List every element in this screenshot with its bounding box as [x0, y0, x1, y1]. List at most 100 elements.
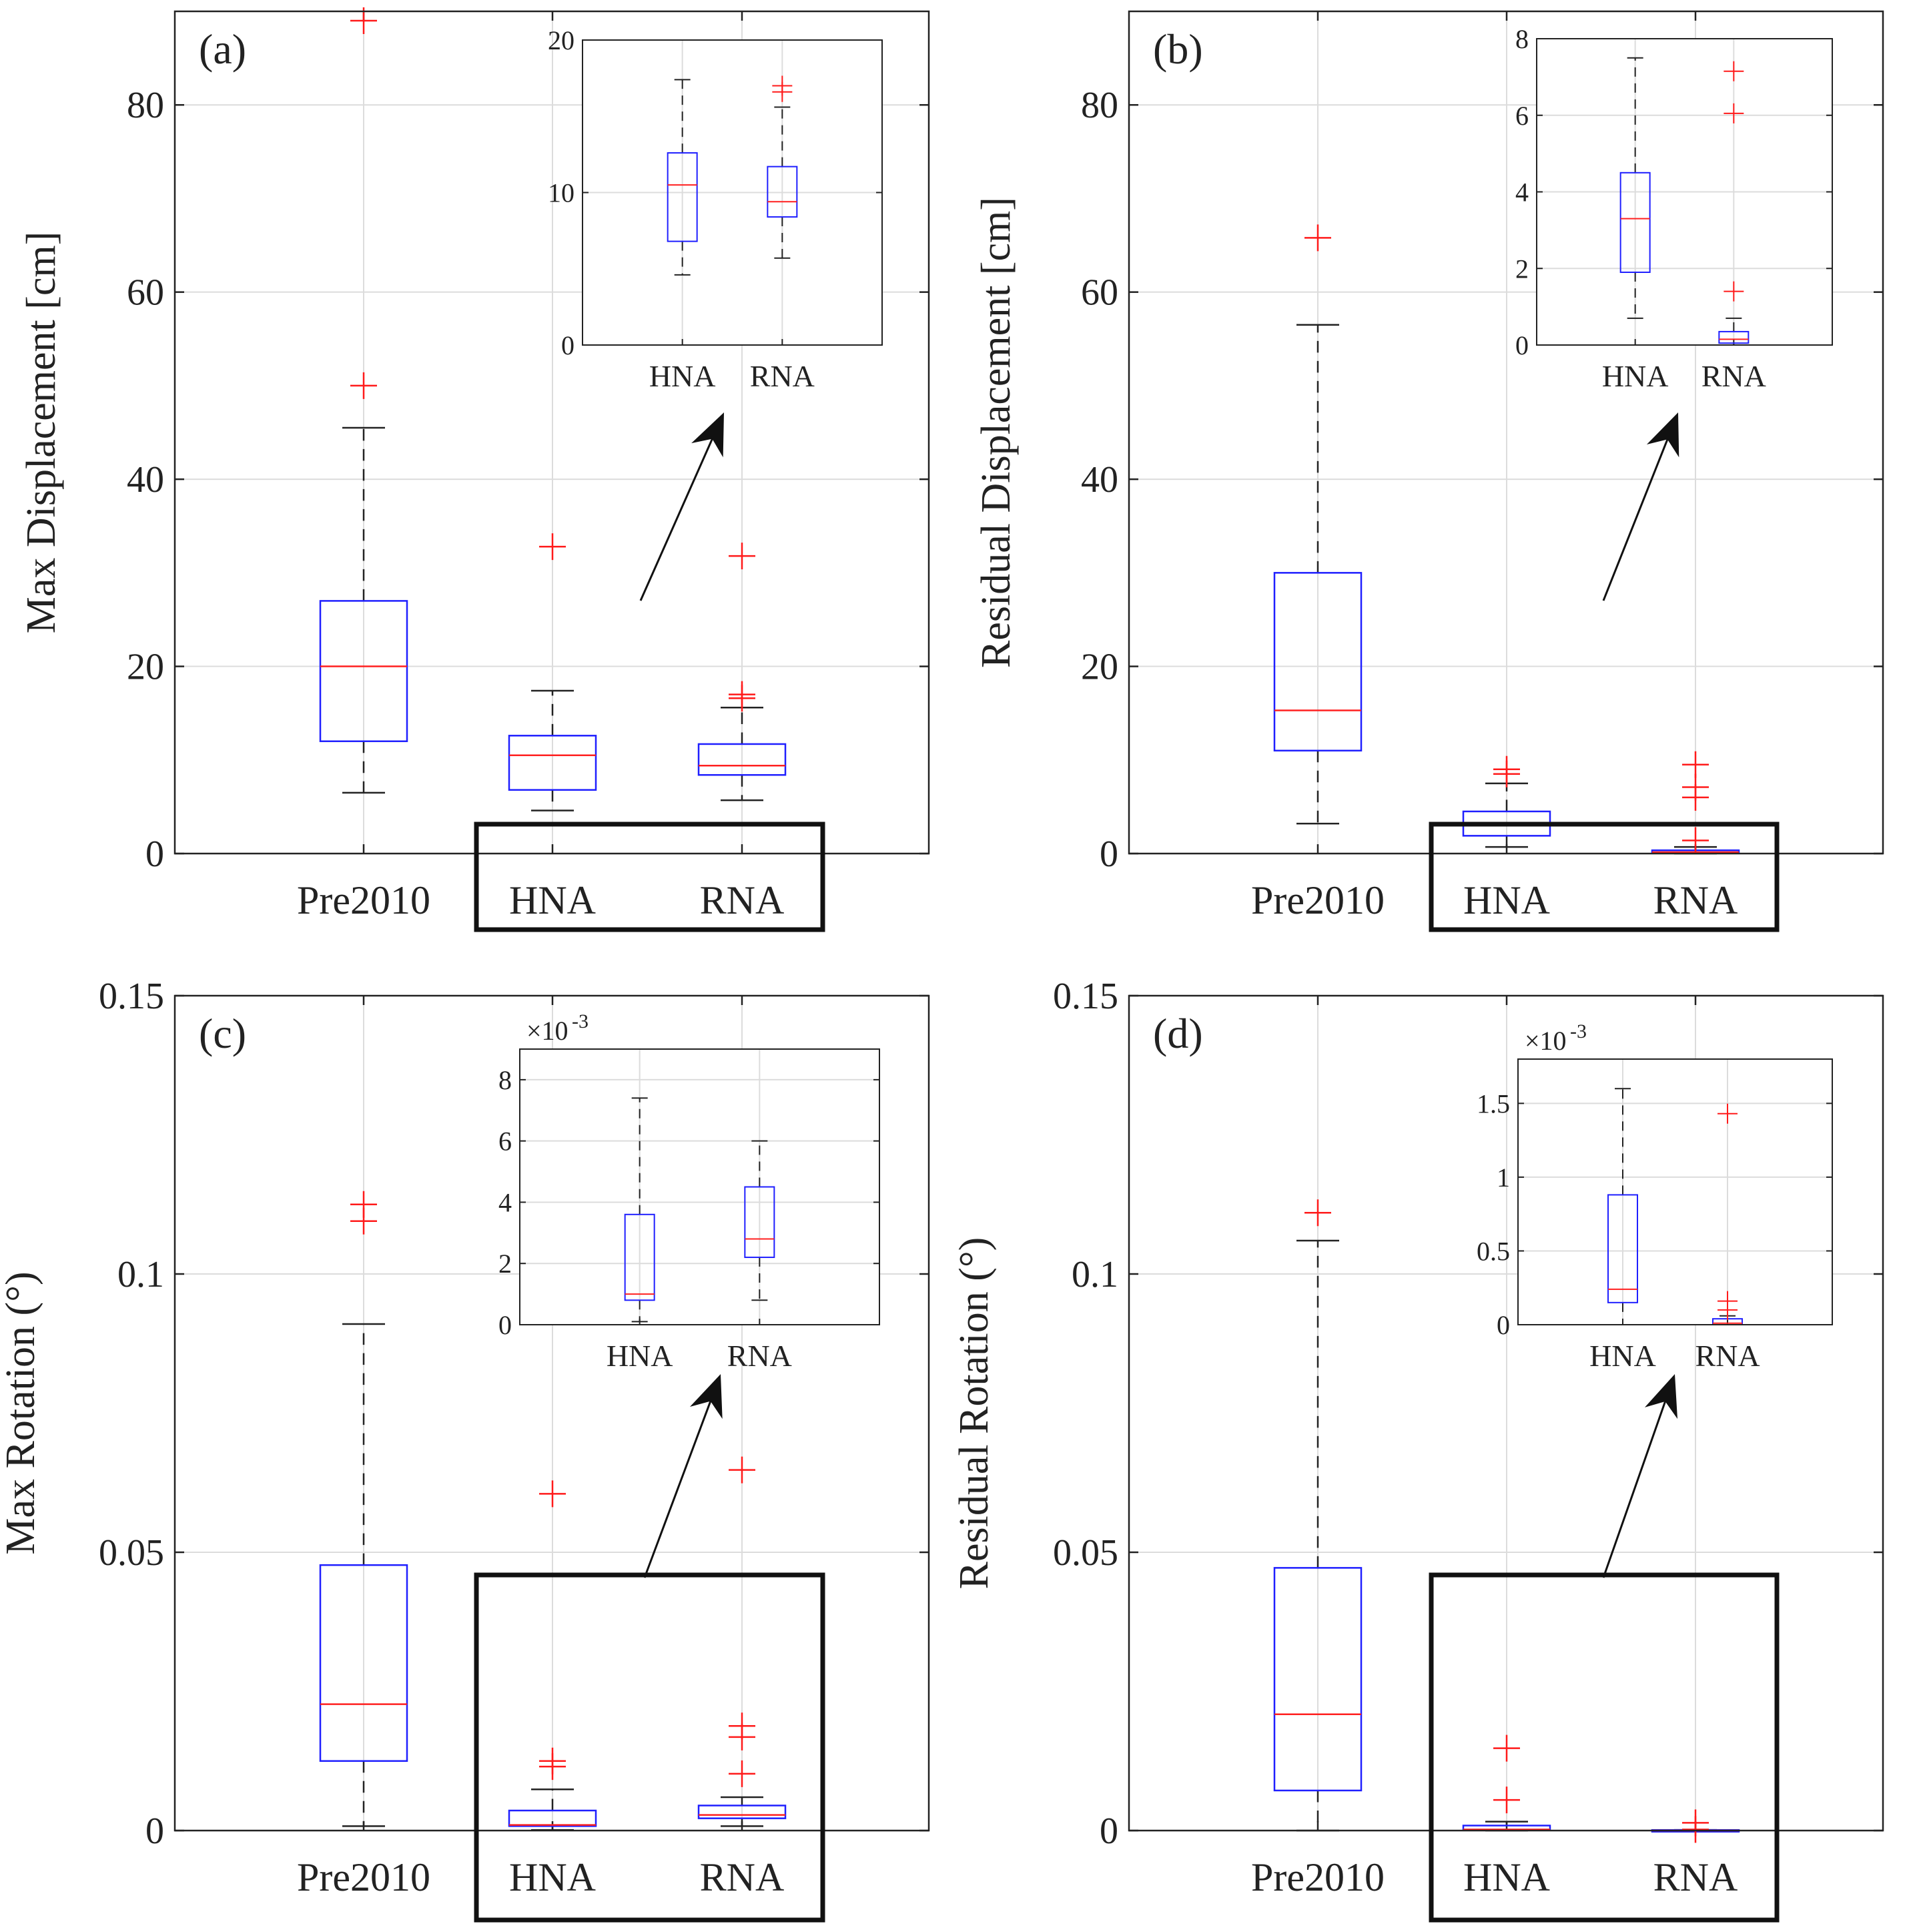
inset-y-tick-label: 8: [1515, 24, 1529, 54]
inset-box-2-iqr-box: [767, 166, 798, 218]
panel-label: (a): [199, 25, 246, 73]
x-tick-label: RNA: [1653, 1855, 1738, 1899]
box-1-iqr-box: [319, 600, 408, 742]
inset-x-tick-label: HNA: [1602, 359, 1669, 393]
inset-y-tick-label: 20: [548, 25, 575, 55]
inset-exponent-label: ×10: [526, 1016, 568, 1046]
y-tick-label: 40: [1081, 459, 1118, 501]
inset-y-tick-label: 6: [498, 1126, 512, 1157]
y-tick-label: 60: [127, 272, 164, 314]
box-3-outlier-3: [729, 1712, 755, 1740]
inset-x-tick-label: RNA: [727, 1339, 792, 1373]
y-tick-label: 0: [145, 834, 164, 875]
inset-exponent-power: -3: [1570, 1020, 1587, 1042]
inset-y-tick-label: 0: [561, 330, 575, 360]
x-tick-label: HNA: [1463, 1855, 1550, 1899]
box-3-iqr-box: [697, 743, 787, 776]
box-1-outlier-1: [1304, 224, 1331, 252]
box-3-outlier-2: [729, 681, 755, 708]
y-tick-label: 40: [127, 459, 164, 501]
box-1-outlier-1: [1304, 1199, 1331, 1227]
inset-box-2-outlier-2: [1718, 1291, 1738, 1311]
y-tick-label: 0.15: [99, 976, 164, 1017]
inset-frame: [1517, 1058, 1833, 1325]
y-tick-label: 80: [127, 85, 164, 126]
panel-1: 0 20 40 60 80 Pre2010 HNA RNA Max Displacement […: [19, 7, 930, 932]
box-2-outlier-3: [539, 1480, 566, 1508]
zoom-arrow-head: [691, 412, 724, 458]
inset-x-tick-label: HNA: [1589, 1339, 1656, 1373]
inset-background: [520, 1049, 879, 1325]
zoom-arrow-head: [1644, 1374, 1678, 1419]
y-tick-label: 0: [145, 1811, 164, 1852]
inset-chart: 0 0.5 1 1.5 HNA RNA ×10 -3: [1477, 1020, 1833, 1373]
box-1-outlier-1: [350, 372, 377, 399]
box-2-outlier-2: [539, 1747, 566, 1775]
zoom-arrow-shaft: [1602, 1385, 1671, 1578]
x-tick-label: RNA: [1653, 878, 1738, 922]
inset-y-tick-label: 2: [1515, 254, 1529, 284]
inset-box-1-iqr-box: [624, 1213, 655, 1301]
box-3-outlier-1: [729, 1760, 755, 1787]
inset-x-tick-label: HNA: [649, 359, 716, 393]
inset-box-2-outlier-1: [1724, 281, 1744, 302]
zoom-arrow-shaft: [639, 423, 720, 601]
y-tick-label: 0.05: [1053, 1532, 1118, 1574]
y-tick-label: 0.05: [99, 1532, 164, 1574]
y-tick-label: 0.1: [1072, 1254, 1118, 1295]
inset-x-tick-label: RNA: [750, 359, 815, 393]
highlight-box: [474, 822, 825, 932]
box-2-iqr-box: [508, 1809, 597, 1827]
inset-box-2-outlier-2: [1724, 103, 1744, 123]
box-1-iqr-box: [1273, 572, 1363, 752]
zoom-arrow-head: [689, 1374, 723, 1419]
x-tick-label: Pre2010: [1251, 1855, 1385, 1899]
inset-y-tick-label: 1: [1497, 1163, 1510, 1193]
inset-y-tick-label: 0.5: [1477, 1236, 1510, 1266]
axes-frame: [173, 994, 930, 1832]
zoom-arrow-shaft: [1602, 423, 1675, 601]
y-tick-label: 80: [1081, 85, 1118, 126]
inset-y-tick-label: 8: [498, 1065, 512, 1095]
y-axis-label: Residual Rotation (°): [951, 1237, 997, 1590]
box-3-outlier-4: [1682, 751, 1709, 778]
inset-exponent-label: ×10: [1525, 1026, 1567, 1056]
box-1-iqr-box: [319, 1564, 408, 1762]
inset-chart: 0 2 4 6 8 HNA RNA: [1515, 24, 1833, 393]
panel-label: (d): [1153, 1010, 1203, 1057]
x-tick-label: HNA: [509, 878, 596, 922]
inset-exponent-power: -3: [572, 1010, 589, 1032]
x-tick-label: RNA: [700, 878, 785, 922]
zoom-arrow-shaft: [643, 1385, 717, 1578]
panel-label: (c): [199, 1010, 246, 1057]
y-axis-label: Max Rotation (°): [0, 1271, 43, 1554]
zoom-arrow-head: [1646, 412, 1679, 458]
y-axis-label: Residual Displacement [cm]: [974, 197, 1019, 668]
box-2-outlier-1: [539, 533, 566, 561]
inset-y-tick-label: 0: [498, 1310, 512, 1340]
x-tick-label: HNA: [509, 1855, 596, 1899]
x-tick-label: RNA: [700, 1855, 785, 1899]
inset-x-tick-label: HNA: [607, 1339, 673, 1373]
panel-4: 0 0.05 0.1 0.15 Pre2010 HNA RNA Residual Rotati…: [951, 976, 1884, 1923]
inset-frame: [1536, 38, 1833, 346]
panel-label: (b): [1153, 25, 1203, 73]
inset-y-tick-label: 2: [498, 1249, 512, 1279]
inset-box-1-iqr-box: [1619, 172, 1651, 273]
box-2-iqr-box: [508, 735, 597, 791]
box-3-iqr-box: [697, 1805, 787, 1819]
inset-y-tick-label: 4: [1515, 178, 1529, 208]
inset-y-tick-label: 10: [548, 178, 575, 208]
box-1-iqr-box: [1273, 1567, 1363, 1792]
axes-frame: [1128, 994, 1884, 1832]
inset-box-1-iqr-box: [667, 152, 698, 242]
box-2-outlier-1: [1493, 1787, 1520, 1814]
inset-box-2-outlier-3: [1724, 61, 1744, 81]
box-3-outlier-3: [1682, 773, 1709, 801]
inset-y-tick-label: 6: [1515, 101, 1529, 131]
box-3-outlier-1: [1682, 827, 1709, 854]
box-3-outlier-2: [1682, 1809, 1709, 1837]
panel-3: 0 0.05 0.1 0.15 Pre2010 HNA RNA Max Rotation (°…: [0, 976, 930, 1923]
inset-box-2-outlier-2: [772, 75, 793, 96]
